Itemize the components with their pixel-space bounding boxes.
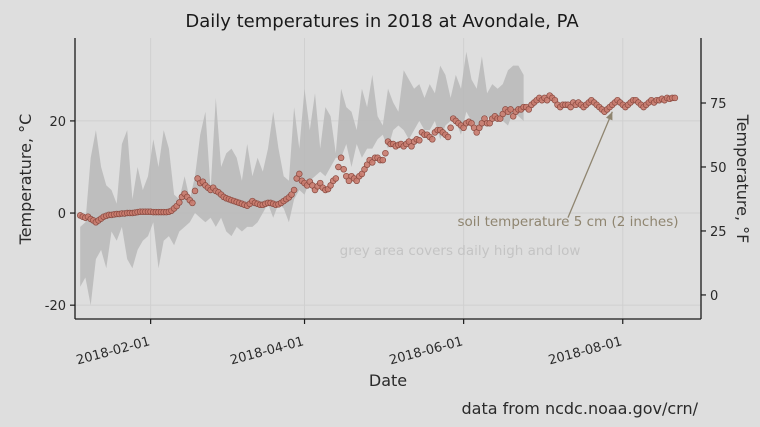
soil-temperature-point bbox=[429, 136, 436, 143]
soil-temperature-point bbox=[382, 149, 389, 157]
soil-annotation: soil temperature 5 cm (2 inches) bbox=[457, 214, 678, 230]
soil-temperature-point bbox=[447, 124, 454, 132]
soil-temperature-point bbox=[507, 106, 514, 113]
soil-temperature-point bbox=[176, 199, 183, 206]
soil-temperature-point bbox=[444, 133, 452, 141]
right-axis-ticks: 0 25 50 75 bbox=[701, 97, 727, 304]
right-tick-label: 0 bbox=[710, 289, 718, 304]
soil-temperature-point bbox=[335, 163, 342, 171]
soil-temperature-point bbox=[332, 175, 340, 182]
data-source-caption: data from ncdc.noaa.gov/crn/ bbox=[462, 399, 699, 418]
soil-temperature-point bbox=[189, 199, 196, 207]
left-axis-label: Temperature, °C bbox=[16, 114, 35, 246]
soil-temperature-point bbox=[337, 154, 345, 162]
chart-title: Daily temperatures in 2018 at Avondale, … bbox=[185, 11, 579, 32]
soil-temperature-point bbox=[290, 186, 298, 194]
left-tick-label: 20 bbox=[49, 115, 66, 130]
x-tick-label: 2018-08-01 bbox=[547, 334, 624, 368]
left-axis-ticks: -20 0 20 bbox=[45, 115, 75, 314]
x-tick-label: 2018-02-01 bbox=[75, 334, 152, 368]
band-annotation: grey area covers daily high and low bbox=[340, 243, 581, 259]
right-axis-label: Temperature, °F bbox=[733, 114, 752, 244]
right-tick-label: 25 bbox=[710, 225, 727, 240]
soil-temperature-point bbox=[296, 170, 303, 178]
soil-temperature-point bbox=[191, 187, 199, 195]
soil-temperature-point bbox=[379, 156, 387, 164]
soil-temperature-points bbox=[76, 92, 679, 226]
soil-temperature-point bbox=[671, 94, 679, 102]
right-tick-label: 75 bbox=[710, 97, 727, 112]
left-tick-label: -20 bbox=[45, 299, 66, 314]
x-axis-label: Date bbox=[369, 371, 407, 390]
soil-annotation-arrowhead bbox=[605, 111, 613, 121]
soil-temperature-point bbox=[416, 137, 423, 144]
x-tick-label: 2018-04-01 bbox=[229, 334, 306, 368]
soil-annotation-arrow bbox=[567, 111, 613, 218]
soil-temperature-point bbox=[340, 166, 347, 173]
right-tick-label: 50 bbox=[710, 161, 727, 176]
x-axis-ticks: 2018-02-01 2018-04-01 2018-06-01 2018-08-01 bbox=[75, 319, 624, 368]
x-tick-label: 2018-06-01 bbox=[388, 334, 465, 368]
left-tick-label: 0 bbox=[58, 207, 66, 222]
